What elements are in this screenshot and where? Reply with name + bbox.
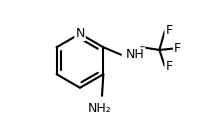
Text: N: N: [75, 27, 85, 40]
Text: F: F: [165, 24, 173, 37]
Text: NH: NH: [126, 48, 145, 61]
Text: F: F: [165, 60, 173, 73]
Text: F: F: [174, 42, 181, 55]
Text: NH₂: NH₂: [88, 102, 112, 115]
